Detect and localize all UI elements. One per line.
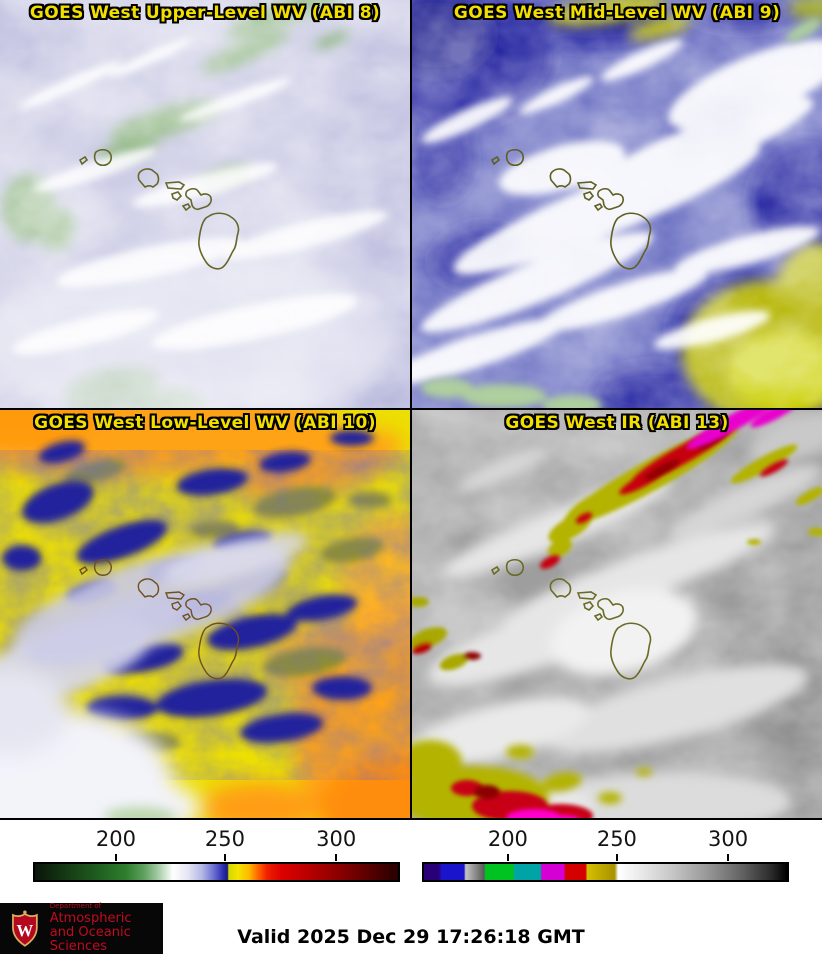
uw-crest-icon: W xyxy=(12,910,38,947)
green-patch-layer xyxy=(421,18,822,408)
colorbar-water-vapor: 200 250 300 xyxy=(33,820,400,895)
logo-line-oceanic: and Oceanic Sciences xyxy=(49,924,131,954)
colorbar-tick-mark xyxy=(615,854,618,861)
panel-abi8: GOES West Upper-Level WV (ABI 8) xyxy=(0,0,410,408)
panel-abi13: GOES West IR (ABI 13) xyxy=(412,410,822,818)
panel-grid: GOES West Upper-Level WV (ABI 8) xyxy=(0,0,822,820)
crest-monogram: W xyxy=(17,921,34,940)
colorbar-tick-mark xyxy=(335,854,338,861)
gray-cloud-layer xyxy=(412,412,822,818)
colorbar-tick-mark xyxy=(727,854,730,861)
colorbar-row: 200 250 300 200 250 300 xyxy=(0,820,822,895)
lavender-cloud-band xyxy=(0,531,308,705)
white-cloud-mass xyxy=(0,668,202,818)
colorbar-tick-mark xyxy=(223,854,226,861)
cold-cloud-streak xyxy=(540,410,822,569)
colorbar-tick-mark xyxy=(114,854,117,861)
water-vapor-colorbar xyxy=(33,862,400,882)
colorbar-tick-label: 300 xyxy=(316,827,357,851)
satellite-image-abi13 xyxy=(412,410,822,818)
colorbar-tick-label: 200 xyxy=(95,827,136,851)
west-cold-bits xyxy=(412,597,481,671)
colorbar-tick-mark xyxy=(506,854,509,861)
colorbar-ir: 200 250 300 xyxy=(422,820,789,895)
satellite-image-abi9 xyxy=(412,0,822,408)
satellite-image-abi10 xyxy=(0,410,410,818)
colorbar-tick-label: 300 xyxy=(708,827,749,851)
colorbar-tick-label: 250 xyxy=(596,827,637,851)
panel-title-abi10: GOES West Low-Level WV (ABI 10) xyxy=(34,413,376,433)
panel-abi9: GOES West Mid-Level WV (ABI 9) xyxy=(412,0,822,408)
footer: W Department of Atmospheric and Oceanic … xyxy=(0,895,822,954)
uw-aos-logo: W Department of Atmospheric and Oceanic … xyxy=(0,903,163,954)
colorbar-tick-label: 200 xyxy=(487,827,528,851)
logo-line-atmospheric: Atmospheric xyxy=(49,910,132,926)
satellite-image-abi8 xyxy=(0,0,410,408)
panel-title-abi9: GOES West Mid-Level WV (ABI 9) xyxy=(453,3,781,23)
valid-timestamp: Valid 2025 Dec 29 17:26:18 GMT xyxy=(237,926,585,948)
southwest-convection xyxy=(412,740,652,818)
ir-colorbar xyxy=(422,862,789,882)
colorbar-tick-label: 250 xyxy=(204,827,245,851)
cirrus-streak-layer xyxy=(12,38,388,355)
panel-title-abi8: GOES West Upper-Level WV (ABI 8) xyxy=(29,3,381,23)
panel-abi10: GOES West Low-Level WV (ABI 10) xyxy=(0,410,410,818)
logo-dept-line: Department of xyxy=(49,902,102,911)
logo-text: Department of Atmospheric and Oceanic Sc… xyxy=(50,903,163,954)
panel-title-abi13: GOES West IR (ABI 13) xyxy=(505,413,729,433)
